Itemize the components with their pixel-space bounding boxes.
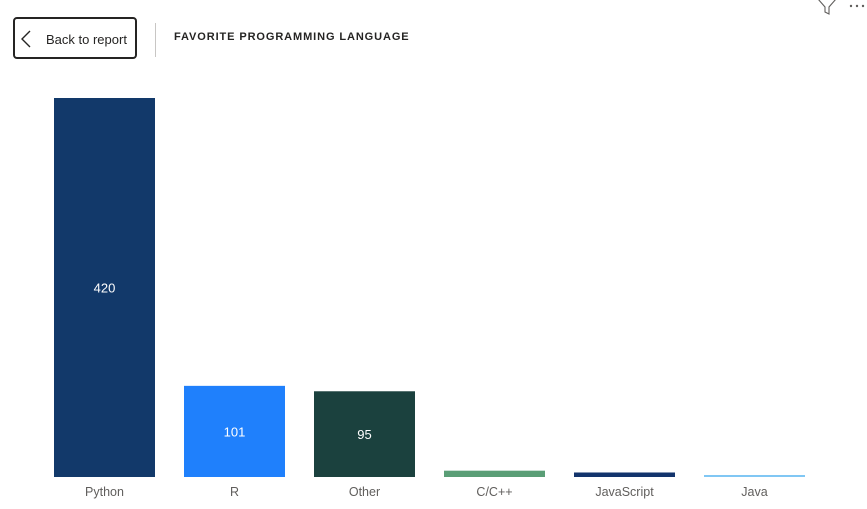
data-label: 420	[94, 281, 116, 296]
chevron-left-icon	[21, 30, 31, 48]
data-label: 101	[224, 424, 246, 439]
page-title: FAVORITE PROGRAMMING LANGUAGE	[174, 31, 410, 43]
bar-python[interactable]	[54, 98, 155, 477]
x-tick-label: JavaScript	[595, 485, 654, 499]
bar-java[interactable]	[704, 475, 805, 477]
x-tick-label: Other	[349, 485, 380, 499]
back-to-report-button[interactable]: Back to report	[13, 17, 137, 59]
bar-c-c-[interactable]	[444, 470, 545, 477]
bar-r[interactable]	[184, 385, 285, 477]
data-label: 95	[357, 427, 371, 442]
filter-icon[interactable]	[817, 0, 837, 16]
visual-header-icons	[807, 0, 867, 16]
x-tick-label: R	[230, 485, 239, 499]
bar-javascript[interactable]	[574, 472, 675, 477]
more-options-icon[interactable]	[848, 0, 866, 12]
x-tick-label: Java	[741, 485, 767, 499]
back-button-label: Back to report	[46, 32, 127, 47]
header-divider	[155, 23, 156, 57]
bar-other[interactable]	[314, 391, 415, 477]
x-tick-label: Python	[85, 485, 124, 499]
x-tick-label: C/C++	[476, 485, 512, 499]
